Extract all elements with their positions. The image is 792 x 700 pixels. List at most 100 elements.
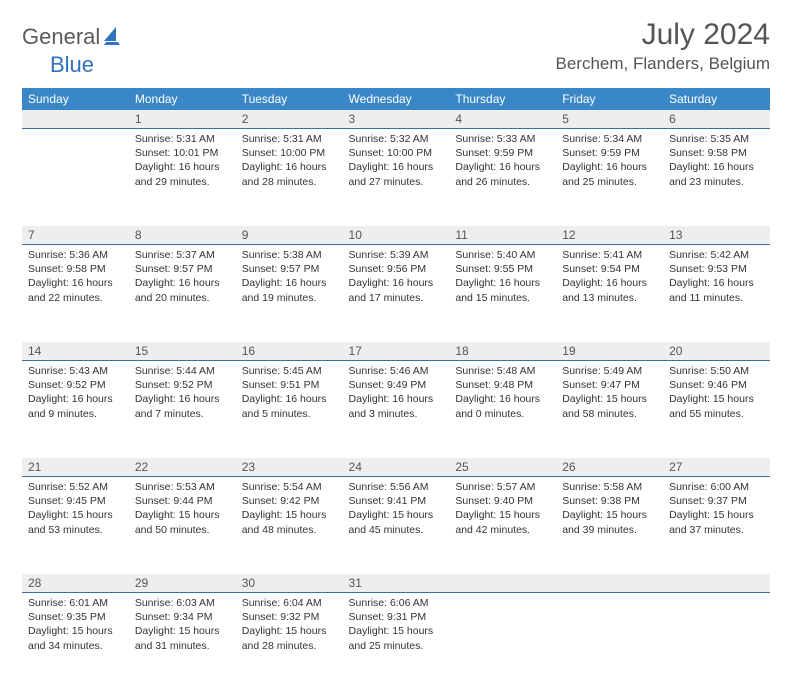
day-number (663, 574, 770, 593)
day-cell: Sunrise: 5:41 AMSunset: 9:54 PMDaylight:… (556, 245, 663, 343)
daylight-text: Daylight: 16 hours and 7 minutes. (135, 392, 230, 420)
day-cell: Sunrise: 5:56 AMSunset: 9:41 PMDaylight:… (343, 477, 450, 575)
col-friday: Friday (556, 88, 663, 110)
sunrise-text: Sunrise: 5:41 AM (562, 248, 657, 262)
daylight-text: Daylight: 15 hours and 58 minutes. (562, 392, 657, 420)
daylight-text: Daylight: 16 hours and 22 minutes. (28, 276, 123, 304)
week-content-row: Sunrise: 5:36 AMSunset: 9:58 PMDaylight:… (22, 245, 770, 343)
daylight-text: Daylight: 15 hours and 34 minutes. (28, 624, 123, 652)
sunset-text: Sunset: 9:35 PM (28, 610, 123, 624)
day-cell: Sunrise: 5:39 AMSunset: 9:56 PMDaylight:… (343, 245, 450, 343)
day-cell: Sunrise: 5:35 AMSunset: 9:58 PMDaylight:… (663, 129, 770, 227)
daylight-text: Daylight: 16 hours and 3 minutes. (349, 392, 444, 420)
day-number (22, 110, 129, 129)
day-cell: Sunrise: 5:58 AMSunset: 9:38 PMDaylight:… (556, 477, 663, 575)
sunset-text: Sunset: 9:34 PM (135, 610, 230, 624)
sunset-text: Sunset: 9:59 PM (455, 146, 550, 160)
sunset-text: Sunset: 9:42 PM (242, 494, 337, 508)
day-number: 9 (236, 226, 343, 245)
col-wednesday: Wednesday (343, 88, 450, 110)
day-cell: Sunrise: 5:44 AMSunset: 9:52 PMDaylight:… (129, 361, 236, 459)
day-cell: Sunrise: 5:57 AMSunset: 9:40 PMDaylight:… (449, 477, 556, 575)
daylight-text: Daylight: 16 hours and 20 minutes. (135, 276, 230, 304)
sunset-text: Sunset: 9:41 PM (349, 494, 444, 508)
day-number: 15 (129, 342, 236, 361)
calendar-page: General July 2024 Berchem, Flanders, Bel… (0, 0, 792, 700)
daylight-text: Daylight: 16 hours and 28 minutes. (242, 160, 337, 188)
day-number: 8 (129, 226, 236, 245)
week-daynum-row: 28293031 (22, 574, 770, 593)
sunset-text: Sunset: 9:37 PM (669, 494, 764, 508)
week-daynum-row: 14151617181920 (22, 342, 770, 361)
day-number: 22 (129, 458, 236, 477)
day-number: 29 (129, 574, 236, 593)
week-content-row: Sunrise: 5:31 AM Sunset: 10:01 PM Daylight… (22, 129, 770, 227)
day-cell: Sunrise: 5:46 AMSunset: 9:49 PMDaylight:… (343, 361, 450, 459)
sunrise-text: Sunrise: 5:56 AM (349, 480, 444, 494)
week-content-row: Sunrise: 6:01 AMSunset: 9:35 PMDaylight:… (22, 593, 770, 691)
sunrise-text: Sunrise: 6:06 AM (349, 596, 444, 610)
month-title: July 2024 (556, 18, 770, 52)
day-number: 1 (129, 110, 236, 129)
sunset-text: Sunset: 10:00 PM (349, 146, 444, 160)
daylight-text: Daylight: 16 hours and 17 minutes. (349, 276, 444, 304)
sunset-text: Sunset: 9:59 PM (562, 146, 657, 160)
day-cell: Sunrise: 5:43 AMSunset: 9:52 PMDaylight:… (22, 361, 129, 459)
sunset-text: Sunset: 9:44 PM (135, 494, 230, 508)
sunset-text: Sunset: 9:55 PM (455, 262, 550, 276)
sunrise-text: Sunrise: 5:53 AM (135, 480, 230, 494)
week-daynum-row: 21222324252627 (22, 458, 770, 477)
sunset-text: Sunset: 10:00 PM (242, 146, 337, 160)
day-cell: Sunrise: 5:34 AMSunset: 9:59 PMDaylight:… (556, 129, 663, 227)
daylight-text: Daylight: 15 hours and 39 minutes. (562, 508, 657, 536)
day-number: 23 (236, 458, 343, 477)
day-number: 2 (236, 110, 343, 129)
day-number: 6 (663, 110, 770, 129)
day-number: 5 (556, 110, 663, 129)
day-number (449, 574, 556, 593)
week-daynum-row: 123456 (22, 110, 770, 129)
sunset-text: Sunset: 9:45 PM (28, 494, 123, 508)
day-cell (556, 593, 663, 691)
day-number: 13 (663, 226, 770, 245)
daylight-text: Daylight: 16 hours and 23 minutes. (669, 160, 764, 188)
day-number: 24 (343, 458, 450, 477)
daylight-text: Daylight: 15 hours and 45 minutes. (349, 508, 444, 536)
daylight-text: Daylight: 15 hours and 50 minutes. (135, 508, 230, 536)
sunrise-text: Sunrise: 5:43 AM (28, 364, 123, 378)
day-number: 21 (22, 458, 129, 477)
sunset-text: Sunset: 10:01 PM (135, 146, 230, 160)
day-cell: Sunrise: 5:54 AMSunset: 9:42 PMDaylight:… (236, 477, 343, 575)
week-content-row: Sunrise: 5:52 AMSunset: 9:45 PMDaylight:… (22, 477, 770, 575)
sunset-text: Sunset: 9:53 PM (669, 262, 764, 276)
sunrise-text: Sunrise: 5:32 AM (349, 132, 444, 146)
sunrise-text: Sunrise: 5:57 AM (455, 480, 550, 494)
sunrise-text: Sunrise: 5:50 AM (669, 364, 764, 378)
daylight-text: Daylight: 16 hours and 26 minutes. (455, 160, 550, 188)
daylight-text: Daylight: 16 hours and 0 minutes. (455, 392, 550, 420)
day-number: 11 (449, 226, 556, 245)
day-number: 31 (343, 574, 450, 593)
sunset-text: Sunset: 9:54 PM (562, 262, 657, 276)
brand-logo: General (22, 24, 122, 50)
day-cell: Sunrise: 6:03 AMSunset: 9:34 PMDaylight:… (129, 593, 236, 691)
day-cell (449, 593, 556, 691)
sunset-text: Sunset: 9:49 PM (349, 378, 444, 392)
daylight-text: Daylight: 16 hours and 5 minutes. (242, 392, 337, 420)
sunrise-text: Sunrise: 5:54 AM (242, 480, 337, 494)
sunset-text: Sunset: 9:56 PM (349, 262, 444, 276)
sunset-text: Sunset: 9:51 PM (242, 378, 337, 392)
daylight-text: Daylight: 16 hours and 27 minutes. (349, 160, 444, 188)
daylight-text: Daylight: 16 hours and 25 minutes. (562, 160, 657, 188)
day-cell: Sunrise: 6:04 AMSunset: 9:32 PMDaylight:… (236, 593, 343, 691)
day-number: 25 (449, 458, 556, 477)
sunrise-text: Sunrise: 6:04 AM (242, 596, 337, 610)
day-number: 3 (343, 110, 450, 129)
sunrise-text: Sunrise: 5:42 AM (669, 248, 764, 262)
daylight-text: Daylight: 16 hours and 15 minutes. (455, 276, 550, 304)
sunset-text: Sunset: 9:38 PM (562, 494, 657, 508)
sunset-text: Sunset: 9:52 PM (28, 378, 123, 392)
day-cell: Sunrise: 5:48 AMSunset: 9:48 PMDaylight:… (449, 361, 556, 459)
sunrise-text: Sunrise: 5:31 AM (242, 132, 337, 146)
day-number: 19 (556, 342, 663, 361)
